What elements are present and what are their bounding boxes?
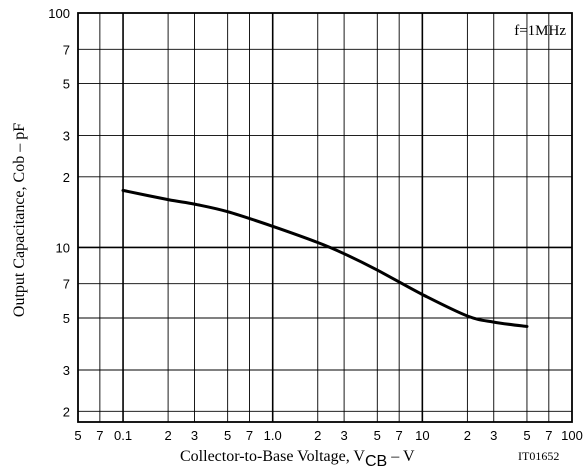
- x-axis-label: Collector-to-Base Voltage, VCB – V: [180, 448, 415, 470]
- x-tick-label: 5: [74, 428, 81, 443]
- x-axis-label-unit: V: [403, 448, 415, 465]
- capacitance-curve: [121, 188, 529, 328]
- x-tick-label: 7: [545, 428, 552, 443]
- y-tick-label: 3: [63, 363, 70, 378]
- x-tick-label: 10: [415, 428, 429, 443]
- annotation-frequency: f=1MHz: [514, 23, 566, 39]
- x-tick-label: 2: [314, 428, 321, 443]
- x-tick-label: 7: [96, 428, 103, 443]
- x-tick-label: 3: [191, 428, 198, 443]
- x-tick-label: 5: [374, 428, 381, 443]
- plot-background: [78, 13, 572, 422]
- x-tick-label: 7: [246, 428, 253, 443]
- x-tick-label: 7: [396, 428, 403, 443]
- y-tick-label: 7: [63, 42, 70, 57]
- y-tick-labels: 2 3 5 7 10 2 3 5 7 100: [48, 6, 70, 419]
- x-axis-dash: –: [387, 448, 403, 465]
- x-tick-label: 0.1: [114, 428, 132, 443]
- y-tick-label: 7: [63, 277, 70, 292]
- x-tick-label: 3: [490, 428, 497, 443]
- y-axis-label: Output Capacitance, Cob – pF: [11, 123, 28, 317]
- y-tick-label: 3: [63, 129, 70, 144]
- x-tick-label: 1.0: [264, 428, 282, 443]
- x-axis-label-subscript: CB: [365, 453, 387, 470]
- y-tick-label: 2: [63, 170, 70, 185]
- x-tick-label: 2: [164, 428, 171, 443]
- figure-code: IT01652: [518, 449, 559, 463]
- y-tick-label: 2: [63, 404, 70, 419]
- x-axis-label-main: Collector-to-Base Voltage, V: [180, 448, 365, 465]
- y-tick-label: 100: [48, 6, 70, 21]
- x-tick-label: 100: [561, 428, 583, 443]
- x-tick-label: 5: [224, 428, 231, 443]
- y-tick-label: 5: [63, 311, 70, 326]
- x-tick-label: 5: [523, 428, 530, 443]
- y-tick-label: 10: [56, 240, 70, 255]
- x-tick-label: 2: [464, 428, 471, 443]
- plot-frame: [77, 12, 573, 423]
- x-tick-labels: 5 7 0.1 2 3 5 7 1.0 2 3 5 7 10 2 3 5 7 100: [74, 428, 582, 443]
- curve-layer: [121, 188, 529, 328]
- x-tick-label: 3: [340, 428, 347, 443]
- grid-lines: [78, 13, 572, 422]
- y-tick-label: 5: [63, 77, 70, 92]
